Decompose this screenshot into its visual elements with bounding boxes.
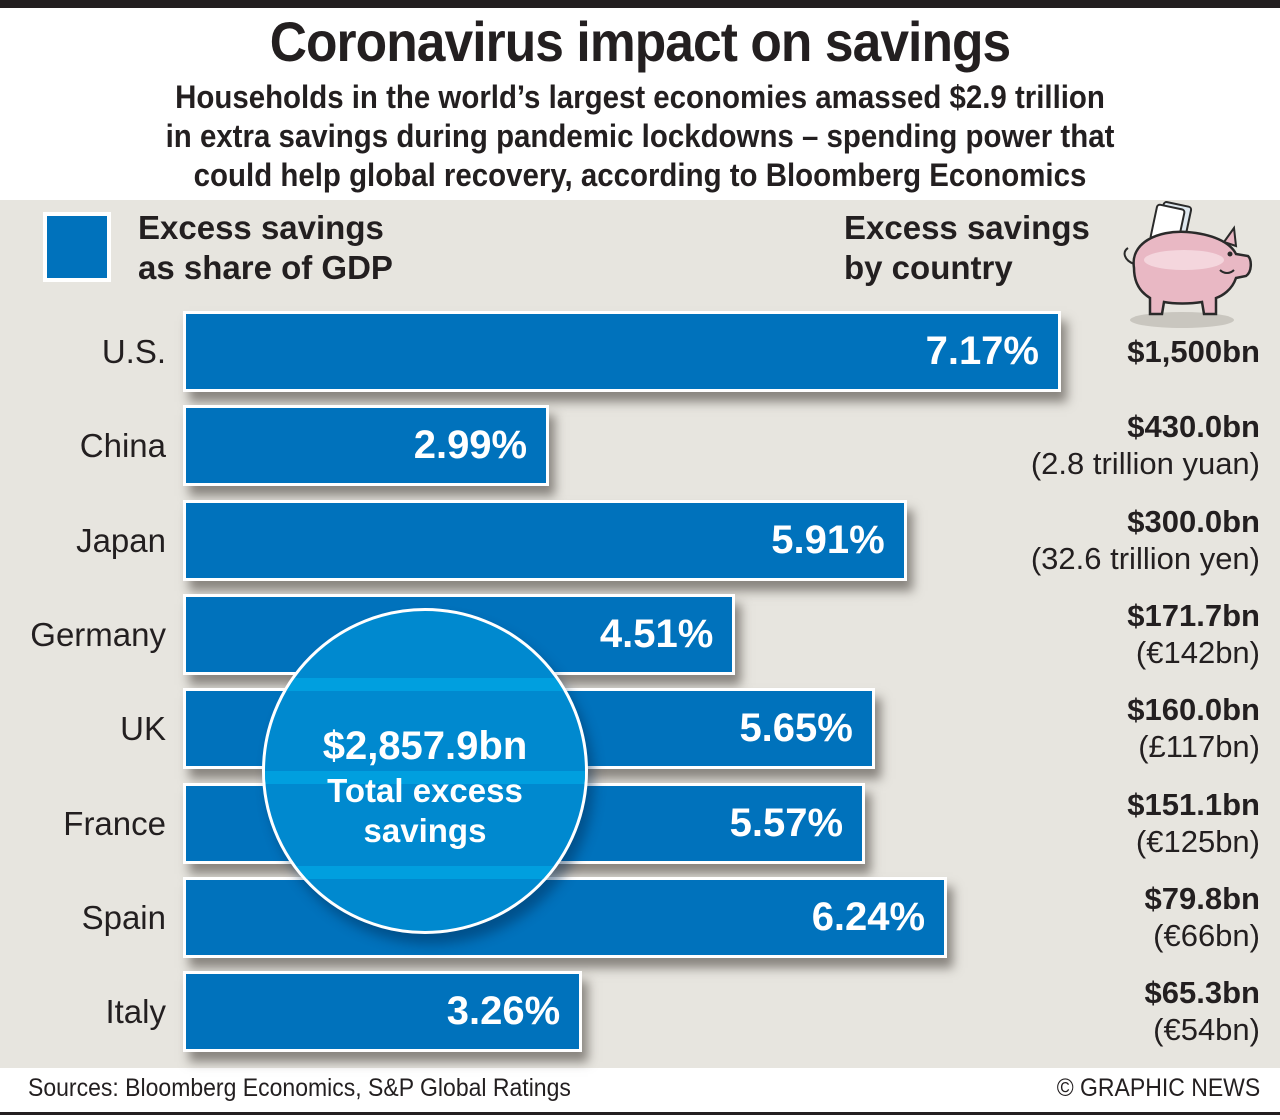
total-label: Total excess bbox=[327, 772, 523, 809]
category-label: Germany bbox=[30, 615, 166, 653]
country-savings: $1,500bn bbox=[1127, 333, 1260, 370]
bar-value-label: 3.26% bbox=[446, 989, 561, 1034]
right-heading-line: by country bbox=[844, 249, 1013, 286]
bubble-stripe bbox=[265, 866, 585, 879]
savings-usd: $160.0bn bbox=[1127, 692, 1260, 728]
country-savings: $79.8bn (€66bn) bbox=[1145, 880, 1260, 954]
legend-swatch bbox=[43, 212, 111, 282]
country-savings: $300.0bn (32.6 trillion yen) bbox=[1031, 503, 1260, 577]
savings-local-currency: (32.6 trillion yen) bbox=[1030, 540, 1260, 576]
savings-usd: $79.8bn bbox=[1144, 880, 1260, 916]
sources-note: Sources: Bloomberg Economics, S&P Global… bbox=[28, 1074, 571, 1102]
savings-usd: $1,500bn bbox=[1127, 334, 1260, 369]
total-value: $2,857.9bn bbox=[322, 724, 528, 768]
savings-local-currency: (€125bn) bbox=[1135, 823, 1260, 859]
savings-local-currency: (2.8 trillion yuan) bbox=[1030, 446, 1260, 482]
chart-subtitle: Households in the world’s largest econom… bbox=[51, 78, 1229, 195]
category-label: Japan bbox=[76, 521, 166, 559]
bar-value-label: 4.51% bbox=[599, 611, 714, 656]
bar-value-label: 5.91% bbox=[771, 517, 885, 562]
bottom-rule bbox=[0, 1112, 1280, 1115]
credit: © GRAPHIC NEWS bbox=[1056, 1074, 1260, 1102]
top-rule bbox=[0, 0, 1280, 8]
bar-value-label: 5.57% bbox=[729, 800, 844, 845]
savings-usd: $65.3bn bbox=[1144, 975, 1260, 1011]
savings-usd: $171.7bn bbox=[1127, 597, 1260, 633]
bar bbox=[183, 971, 583, 1053]
country-savings: $171.7bn (€142bn) bbox=[1127, 597, 1260, 671]
category-label: Italy bbox=[105, 993, 166, 1031]
category-label: China bbox=[79, 427, 166, 465]
savings-usd: $300.0bn bbox=[1127, 503, 1260, 539]
savings-local-currency: (£117bn) bbox=[1138, 729, 1260, 765]
bar-value-label: 2.99% bbox=[413, 423, 528, 468]
category-label: UK bbox=[120, 710, 166, 748]
bar bbox=[183, 876, 948, 958]
country-savings: $430.0bn (2.8 trillion yuan) bbox=[1031, 408, 1260, 482]
legend-line: Excess savings bbox=[138, 209, 384, 246]
bubble-stripe bbox=[265, 678, 585, 691]
bar-value-label: 6.24% bbox=[811, 894, 926, 939]
savings-usd: $151.1bn bbox=[1127, 786, 1260, 822]
total-label: savings bbox=[363, 812, 487, 849]
category-label: U.S. bbox=[101, 333, 166, 370]
bubble-stripe bbox=[265, 771, 585, 784]
chart-title: Coronavirus impact on savings bbox=[269, 10, 1012, 73]
right-column-heading: Excess savings by country bbox=[844, 208, 1090, 288]
subtitle-line: could help global recovery, according to… bbox=[193, 157, 1087, 193]
category-label: France bbox=[63, 804, 166, 842]
country-savings: $65.3bn (€54bn) bbox=[1145, 974, 1260, 1048]
savings-local-currency: (€66bn) bbox=[1153, 917, 1260, 953]
bar bbox=[183, 499, 907, 581]
category-label: Spain bbox=[81, 898, 166, 936]
savings-usd: $430.0bn bbox=[1127, 409, 1260, 445]
country-savings: $160.0bn (£117bn) bbox=[1127, 691, 1260, 765]
bar bbox=[183, 405, 550, 487]
legend-label: Excess savings as share of GDP bbox=[138, 208, 393, 288]
piggy-bank-icon bbox=[1123, 201, 1252, 328]
right-heading-line: Excess savings bbox=[844, 209, 1090, 246]
country-savings: $151.1bn (€125bn) bbox=[1127, 786, 1260, 860]
bar-value-label: 5.65% bbox=[739, 706, 853, 751]
bar-value-label: 7.17% bbox=[925, 329, 1039, 373]
subtitle-line: in extra savings during pandemic lockdow… bbox=[165, 118, 1115, 154]
subtitle-line: Households in the world’s largest econom… bbox=[175, 79, 1105, 115]
legend-line: as share of GDP bbox=[138, 249, 393, 286]
bar bbox=[183, 311, 1061, 392]
total-bubble: $2,857.9bn Total excess savings bbox=[262, 608, 588, 934]
savings-local-currency: (€54bn) bbox=[1153, 1012, 1260, 1048]
savings-local-currency: (€142bn) bbox=[1135, 634, 1260, 670]
